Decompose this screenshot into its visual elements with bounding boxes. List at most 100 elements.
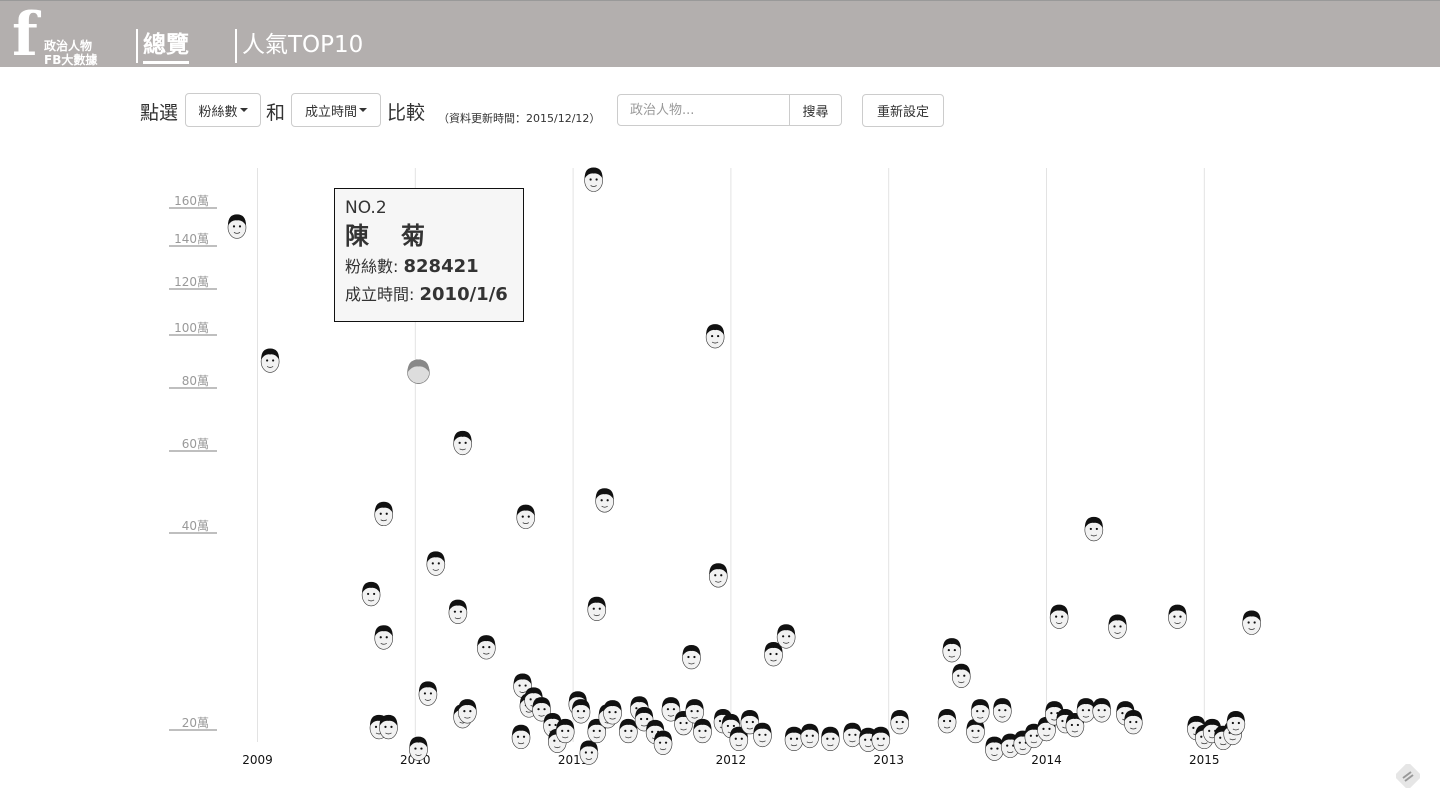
politician-face-marker[interactable] bbox=[579, 740, 599, 765]
politician-face-marker[interactable] bbox=[516, 504, 536, 529]
politician-face-marker[interactable] bbox=[970, 699, 990, 724]
x-tick-label: 2014 bbox=[1031, 753, 1062, 767]
politician-face-marker[interactable] bbox=[661, 697, 681, 722]
politician-face-marker[interactable] bbox=[753, 722, 772, 748]
politician-face-marker[interactable] bbox=[821, 726, 840, 752]
hair-shape bbox=[1187, 715, 1206, 727]
eye-dot bbox=[711, 334, 714, 338]
politician-face-marker[interactable] bbox=[693, 718, 712, 744]
politician-face-marker[interactable] bbox=[571, 699, 591, 724]
eye-dot bbox=[1061, 719, 1064, 723]
politician-face-marker[interactable] bbox=[1226, 710, 1246, 736]
hair-shape bbox=[584, 167, 603, 179]
politician-face-marker[interactable] bbox=[800, 723, 820, 749]
eye-dot bbox=[957, 674, 960, 677]
politician-face-marker[interactable] bbox=[764, 642, 783, 667]
politician-face-marker[interactable] bbox=[1168, 604, 1187, 629]
politician-face-marker[interactable] bbox=[374, 501, 394, 527]
y-tick-label: 100萬 bbox=[174, 321, 209, 335]
eye-dot bbox=[1200, 735, 1203, 738]
politician-face-marker[interactable] bbox=[418, 681, 438, 706]
politician-face-marker[interactable] bbox=[584, 167, 603, 192]
politician-face-marker[interactable] bbox=[603, 700, 622, 725]
eye-dot bbox=[901, 720, 904, 724]
mouth-line bbox=[699, 736, 706, 739]
politician-face-marker[interactable] bbox=[374, 625, 394, 650]
politician-face-marker[interactable] bbox=[653, 730, 673, 755]
hair-shape bbox=[1076, 698, 1095, 710]
y-tick-label: 160萬 bbox=[174, 194, 209, 208]
politician-face-marker[interactable] bbox=[453, 430, 472, 456]
politician-face-marker[interactable] bbox=[890, 709, 910, 735]
eye-dot bbox=[1081, 709, 1085, 712]
politician-face-marker[interactable] bbox=[587, 596, 607, 622]
politician-face-marker[interactable] bbox=[361, 581, 381, 607]
politician-face-marker[interactable] bbox=[708, 563, 728, 588]
share-icon[interactable] bbox=[1396, 764, 1420, 788]
politician-face-marker[interactable] bbox=[619, 718, 638, 744]
politician-face-marker[interactable] bbox=[937, 709, 957, 734]
politician-face-marker[interactable] bbox=[1076, 698, 1096, 723]
politician-face-marker[interactable] bbox=[784, 726, 804, 752]
time-dropdown[interactable]: 成立時間 bbox=[291, 93, 381, 127]
politician-face-marker[interactable] bbox=[685, 699, 704, 724]
eye-dot bbox=[775, 652, 778, 656]
politician-face-marker[interactable] bbox=[951, 663, 971, 688]
eye-dot bbox=[996, 747, 999, 750]
hair-shape bbox=[635, 707, 654, 719]
politician-face-marker[interactable] bbox=[1242, 610, 1261, 635]
hair-shape bbox=[821, 726, 840, 738]
eye-dot bbox=[714, 574, 717, 577]
mouth-line bbox=[1055, 622, 1063, 624]
politician-face-marker[interactable] bbox=[1108, 614, 1127, 639]
politician-face-marker[interactable] bbox=[1123, 709, 1143, 735]
politician-face-marker[interactable] bbox=[260, 348, 280, 373]
search-button[interactable]: 搜尋 bbox=[789, 94, 842, 126]
politician-face-marker[interactable] bbox=[511, 724, 531, 750]
politician-face-marker[interactable] bbox=[776, 624, 796, 649]
hair-shape bbox=[453, 430, 472, 442]
politician-face-marker[interactable] bbox=[227, 214, 247, 239]
politician-face-marker[interactable] bbox=[555, 718, 575, 744]
politician-face-marker[interactable] bbox=[595, 488, 614, 513]
politician-face-marker[interactable] bbox=[477, 635, 496, 660]
eye-dot bbox=[696, 710, 699, 713]
tooltip-date-row: 成立時間: 2010/1/6 bbox=[345, 281, 513, 309]
politician-face-marker[interactable] bbox=[426, 551, 446, 576]
mouth-line bbox=[1030, 741, 1038, 744]
politician-face-marker[interactable] bbox=[458, 699, 477, 724]
hair-shape bbox=[1056, 709, 1075, 720]
hair-shape bbox=[1124, 709, 1143, 721]
politician-face-marker[interactable] bbox=[1084, 516, 1104, 542]
politician-face-marker[interactable] bbox=[705, 324, 725, 349]
eye-dot bbox=[598, 729, 601, 732]
hair-shape bbox=[477, 635, 496, 647]
politician-face-marker[interactable] bbox=[448, 599, 468, 624]
politician-search-input[interactable] bbox=[617, 94, 790, 126]
metric-dropdown[interactable]: 粉絲數 bbox=[185, 93, 261, 127]
x-tick-label: 2013 bbox=[873, 753, 904, 767]
highlighted-politician-marker[interactable] bbox=[407, 359, 430, 384]
eye-dot bbox=[1219, 736, 1222, 739]
nav-overview-tab[interactable]: 總覽 bbox=[143, 29, 189, 64]
mouth-line bbox=[577, 716, 585, 719]
eye-dot bbox=[522, 735, 526, 738]
politician-face-marker[interactable] bbox=[942, 638, 962, 663]
politician-face-marker[interactable] bbox=[1092, 698, 1112, 723]
eye-dot bbox=[624, 729, 627, 732]
politician-face-marker[interactable] bbox=[985, 736, 1004, 761]
politician-face-marker[interactable] bbox=[409, 736, 428, 761]
politician-face-marker[interactable] bbox=[729, 726, 749, 752]
politician-face-marker[interactable] bbox=[871, 726, 891, 752]
reset-button[interactable]: 重新設定 bbox=[862, 94, 944, 127]
politician-face-marker[interactable] bbox=[843, 722, 862, 748]
politician-face-marker[interactable] bbox=[379, 714, 398, 740]
eye-dot bbox=[745, 720, 748, 724]
nav-top10-tab[interactable]: 人氣TOP10 bbox=[242, 32, 364, 58]
politician-face-marker[interactable] bbox=[993, 698, 1012, 723]
eye-dot bbox=[732, 724, 735, 728]
mouth-line bbox=[538, 714, 545, 717]
politician-face-marker[interactable] bbox=[682, 644, 701, 670]
politician-face-marker[interactable] bbox=[1049, 604, 1069, 629]
mouth-line bbox=[517, 742, 525, 745]
